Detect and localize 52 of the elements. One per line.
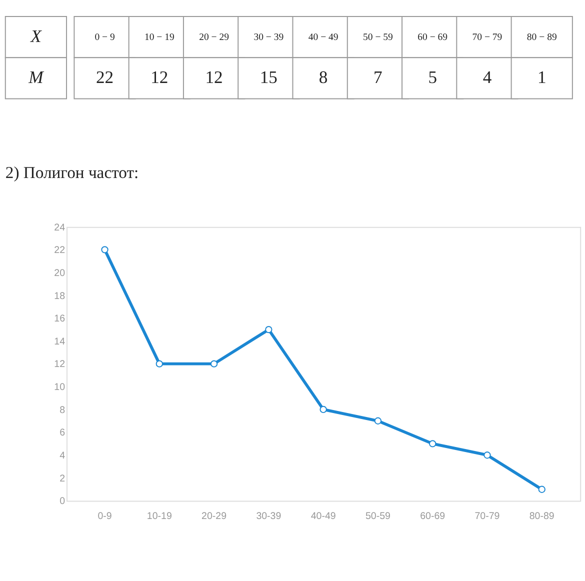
y-tick-label: 6 <box>60 428 66 439</box>
point <box>210 360 218 368</box>
point <box>429 440 436 448</box>
y-tick-label: 14 <box>54 336 66 348</box>
data-label: 4 <box>482 67 492 88</box>
data-label: 12 <box>205 67 223 88</box>
point <box>484 452 491 459</box>
text: 50 − 59 <box>362 32 394 44</box>
data-label: 8 <box>318 67 328 88</box>
x-tick-label: 50-59 <box>365 510 390 522</box>
text: 20 − 29 <box>199 32 230 44</box>
text: 40 − 49 <box>308 32 338 44</box>
y-tick-label: 10 <box>54 382 66 394</box>
text: 30 − 39 <box>254 32 284 44</box>
text: M <box>28 67 45 88</box>
data-label: 1 <box>537 67 546 88</box>
text: 70 − 79 <box>472 32 502 44</box>
point <box>538 486 546 493</box>
y-tick-label: 16 <box>54 314 66 325</box>
y-tick-label: 8 <box>60 404 66 416</box>
x-tick-label: 70-79 <box>474 510 500 522</box>
x-tick-label: 40-49 <box>310 510 336 522</box>
data-label: 22 <box>96 67 114 88</box>
y-tick-label: 20 <box>54 268 66 279</box>
y-tick-label: 4 <box>60 450 66 462</box>
point <box>156 360 163 368</box>
x-tick-label: 20-29 <box>202 510 227 522</box>
x-tick-label: 60-69 <box>420 510 446 522</box>
y-tick-label: 18 <box>54 290 66 302</box>
chart-title: 2) Полигон частот: <box>5 162 139 182</box>
y-tick-label: 2 <box>60 473 66 484</box>
point <box>320 406 327 414</box>
x-tick-label: 10-19 <box>146 510 172 522</box>
y-tick-label: 22 <box>54 245 66 256</box>
y-tick-label: 24 <box>54 222 66 234</box>
text: 80 − 89 <box>526 32 557 44</box>
x-tick-label: 0-9 <box>98 510 112 522</box>
data-label: 12 <box>150 67 168 88</box>
data-label: 15 <box>260 67 278 88</box>
x-tick-label: 80-89 <box>529 510 554 522</box>
text: 0 − 9 <box>94 32 115 44</box>
data-label: 5 <box>428 67 438 88</box>
y-tick-label: 0 <box>60 496 66 508</box>
point <box>101 246 108 254</box>
x-tick-label: 30-39 <box>256 510 282 522</box>
data-label: 7 <box>374 67 383 88</box>
text: X <box>30 26 43 46</box>
point <box>265 326 272 334</box>
text: 60 − 69 <box>418 32 448 44</box>
text: 10 − 19 <box>144 32 174 44</box>
point <box>374 417 382 424</box>
y-tick-label: 12 <box>54 359 66 370</box>
